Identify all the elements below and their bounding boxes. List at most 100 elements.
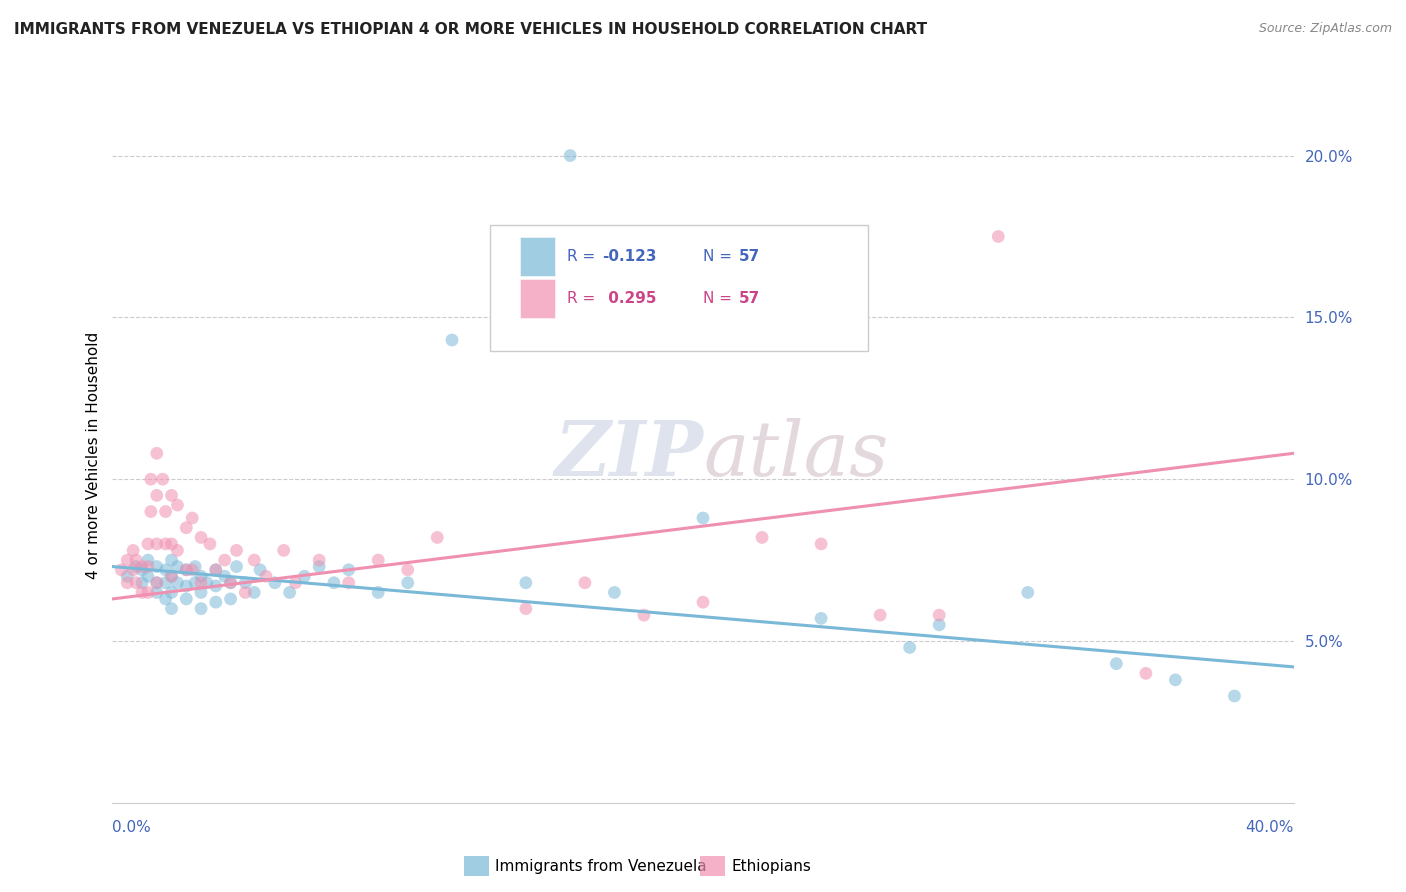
- Point: [219, 575, 242, 590]
- Point: [558, 148, 582, 162]
- FancyBboxPatch shape: [491, 226, 869, 351]
- Text: 0.0%: 0.0%: [112, 821, 152, 835]
- Point: [692, 511, 714, 525]
- Text: ZIP: ZIP: [554, 418, 703, 491]
- Point: [205, 579, 228, 593]
- Text: 57: 57: [738, 291, 759, 306]
- Point: [233, 585, 256, 599]
- Point: [292, 569, 315, 583]
- Point: [136, 569, 159, 583]
- Point: [205, 595, 228, 609]
- Point: [198, 537, 221, 551]
- Point: [337, 575, 360, 590]
- Text: N =: N =: [703, 291, 737, 306]
- Point: [146, 575, 169, 590]
- Point: [181, 563, 204, 577]
- Point: [219, 591, 242, 606]
- Point: [136, 585, 159, 599]
- Point: [515, 601, 537, 615]
- Point: [278, 585, 301, 599]
- Point: [174, 563, 197, 577]
- Point: [146, 575, 169, 590]
- Point: [1105, 657, 1128, 671]
- Point: [146, 585, 169, 599]
- Point: [190, 575, 212, 590]
- Point: [131, 585, 153, 599]
- Text: Ethiopians: Ethiopians: [731, 859, 811, 873]
- Point: [308, 559, 330, 574]
- Point: [125, 575, 148, 590]
- Point: [367, 553, 389, 567]
- Point: [174, 591, 197, 606]
- Text: N =: N =: [703, 249, 737, 264]
- Point: [396, 563, 419, 577]
- Point: [928, 608, 950, 623]
- Point: [160, 585, 183, 599]
- Point: [152, 472, 174, 486]
- Text: R =: R =: [567, 291, 600, 306]
- Bar: [520, 237, 555, 276]
- Point: [284, 575, 307, 590]
- Point: [515, 575, 537, 590]
- Point: [195, 575, 218, 590]
- Point: [110, 563, 132, 577]
- Point: [633, 608, 655, 623]
- Text: -0.123: -0.123: [603, 249, 657, 264]
- Point: [136, 553, 159, 567]
- Point: [166, 498, 188, 512]
- Point: [117, 575, 138, 590]
- Text: R =: R =: [567, 249, 600, 264]
- Point: [146, 537, 169, 551]
- Point: [160, 553, 183, 567]
- Point: [426, 531, 449, 545]
- Point: [160, 537, 183, 551]
- Point: [869, 608, 891, 623]
- Point: [928, 617, 950, 632]
- Point: [155, 563, 177, 577]
- Point: [174, 521, 197, 535]
- Point: [125, 559, 148, 574]
- Text: Source: ZipAtlas.com: Source: ZipAtlas.com: [1258, 22, 1392, 36]
- Point: [205, 563, 228, 577]
- Point: [155, 504, 177, 518]
- Point: [214, 553, 236, 567]
- Point: [117, 553, 138, 567]
- Point: [810, 537, 832, 551]
- Point: [160, 569, 183, 583]
- Point: [122, 543, 145, 558]
- Point: [160, 488, 183, 502]
- Point: [254, 569, 277, 583]
- Point: [233, 575, 256, 590]
- Point: [166, 543, 188, 558]
- Point: [139, 504, 162, 518]
- Point: [441, 333, 464, 347]
- Text: Immigrants from Venezuela: Immigrants from Venezuela: [495, 859, 707, 873]
- Bar: [520, 279, 555, 318]
- Point: [131, 559, 153, 574]
- Point: [117, 569, 138, 583]
- Point: [174, 579, 197, 593]
- Point: [146, 488, 169, 502]
- Point: [166, 559, 188, 574]
- Point: [190, 569, 212, 583]
- Text: atlas: atlas: [703, 418, 889, 491]
- Point: [190, 531, 212, 545]
- Point: [1135, 666, 1157, 681]
- Point: [692, 595, 714, 609]
- Point: [139, 472, 162, 486]
- Point: [243, 585, 266, 599]
- Point: [190, 601, 212, 615]
- Text: 40.0%: 40.0%: [1246, 821, 1294, 835]
- Point: [987, 229, 1010, 244]
- Point: [131, 575, 153, 590]
- Point: [174, 563, 197, 577]
- Point: [146, 559, 169, 574]
- Point: [1017, 585, 1039, 599]
- Point: [181, 511, 204, 525]
- Point: [155, 591, 177, 606]
- Point: [155, 537, 177, 551]
- Point: [367, 585, 389, 599]
- Point: [125, 553, 148, 567]
- Point: [146, 446, 169, 460]
- Point: [160, 569, 183, 583]
